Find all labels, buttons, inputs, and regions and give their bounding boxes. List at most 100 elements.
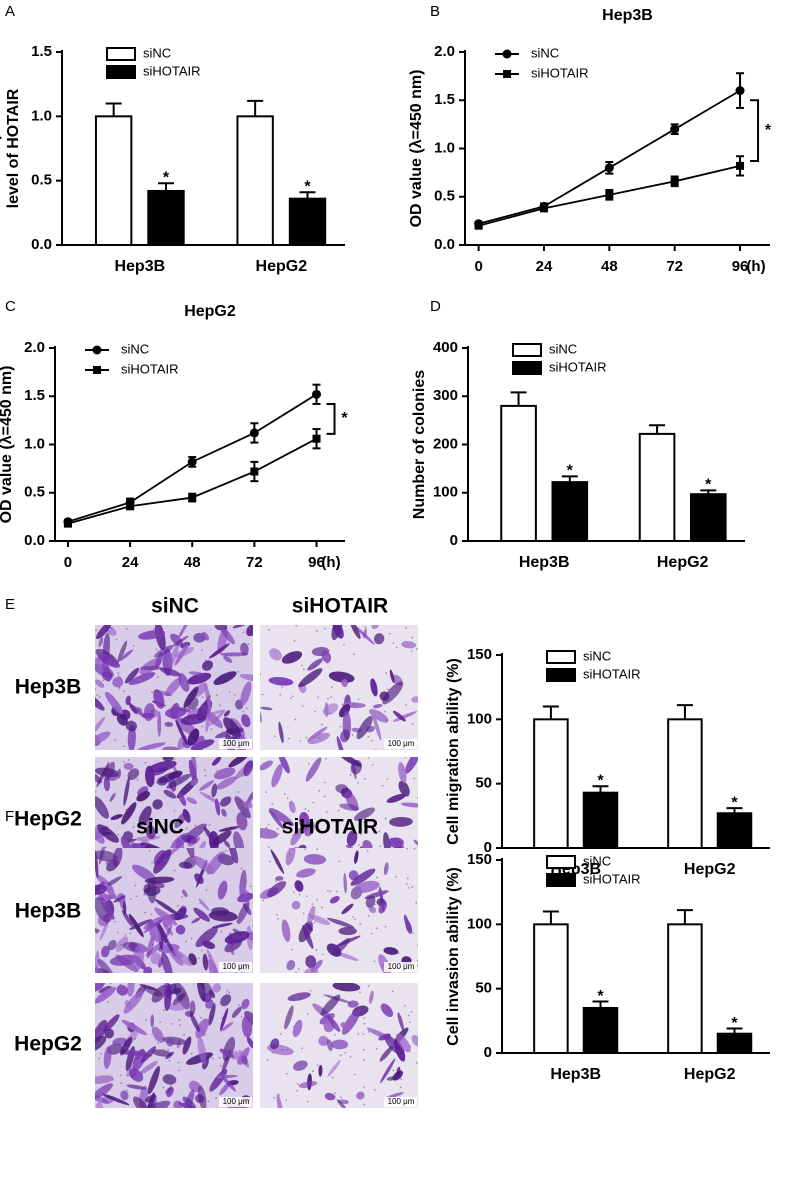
- cell: [332, 983, 361, 992]
- cell: [122, 901, 127, 915]
- pore: [240, 1015, 243, 1018]
- cell: [242, 800, 253, 809]
- legend-swatch: [512, 361, 542, 375]
- pore: [416, 796, 418, 799]
- significance-bracket: [750, 99, 760, 163]
- cell: [121, 1019, 147, 1036]
- pore: [416, 959, 418, 962]
- cell: [189, 1012, 200, 1032]
- pore: [304, 848, 307, 851]
- pore: [336, 890, 338, 893]
- pore: [276, 913, 278, 916]
- y-tick-label: 100: [467, 710, 492, 727]
- pore: [267, 629, 270, 631]
- cell: [145, 825, 156, 839]
- pore: [95, 629, 97, 632]
- pore: [203, 1096, 206, 1099]
- pore: [208, 795, 211, 798]
- bar: [94, 115, 133, 247]
- row-header: HepG2: [14, 1033, 82, 1056]
- pore: [275, 861, 278, 864]
- pore: [353, 703, 355, 706]
- pore: [150, 861, 153, 864]
- cell: [201, 992, 212, 1003]
- pore: [316, 1064, 319, 1067]
- pore: [290, 1007, 292, 1010]
- cell: [119, 649, 134, 662]
- cell: [101, 945, 110, 958]
- cell: [201, 660, 214, 671]
- pore: [150, 913, 153, 916]
- pore: [392, 642, 395, 644]
- marker: [604, 163, 614, 173]
- cell: [296, 868, 316, 878]
- pore: [399, 821, 402, 824]
- cell: [132, 1096, 151, 1108]
- pore: [208, 823, 211, 826]
- pore: [266, 1058, 269, 1061]
- pore: [220, 930, 223, 933]
- pore: [305, 736, 308, 739]
- pore: [137, 707, 140, 709]
- panel-label: E: [5, 596, 15, 613]
- pore: [365, 1006, 368, 1009]
- legend-label: siHOTAIR: [549, 359, 607, 374]
- cell: [97, 654, 121, 668]
- cell: [356, 1091, 365, 1100]
- pore: [373, 960, 376, 963]
- x-tick-label: 96: [732, 258, 749, 275]
- y-tick-label: 0.5: [24, 484, 45, 501]
- pore: [124, 933, 127, 936]
- pore: [167, 1048, 169, 1051]
- pore: [168, 1059, 171, 1062]
- pore: [301, 705, 304, 708]
- pore: [242, 710, 245, 713]
- cell: [353, 807, 375, 821]
- x-axis-label: (h): [321, 554, 340, 571]
- pore: [157, 1067, 160, 1069]
- pore: [295, 625, 298, 627]
- x-tick-label: HepG2: [684, 861, 736, 878]
- cell: [354, 850, 359, 864]
- cell: [161, 952, 173, 973]
- cell: [356, 715, 373, 740]
- cell: [405, 757, 418, 774]
- pore: [406, 877, 409, 880]
- marker: [736, 161, 745, 170]
- y-tick-label: 0.5: [31, 172, 52, 189]
- cell: [117, 768, 122, 779]
- cell: [97, 915, 109, 927]
- cell: [98, 985, 112, 993]
- marker: [63, 519, 72, 528]
- cell: [191, 855, 216, 874]
- cell: [284, 1005, 294, 1030]
- significance: *: [597, 988, 604, 1005]
- cell: [191, 917, 201, 924]
- pore: [178, 1069, 181, 1072]
- pore: [354, 936, 357, 939]
- pore: [329, 890, 332, 893]
- marker: [249, 428, 259, 438]
- cell: [328, 671, 355, 683]
- cell: [144, 876, 175, 884]
- pore: [364, 626, 367, 629]
- bar: [500, 404, 537, 542]
- cell: [162, 757, 174, 762]
- y-tick-label: 0.0: [31, 236, 52, 253]
- pore: [111, 768, 114, 770]
- bar: [667, 923, 703, 1054]
- pore: [299, 740, 302, 742]
- cell: [340, 1022, 350, 1029]
- pore: [289, 821, 292, 823]
- cell: [95, 825, 105, 844]
- pore: [226, 989, 229, 992]
- cell: [198, 1085, 207, 1108]
- pore: [109, 983, 112, 985]
- pore: [391, 990, 394, 993]
- cell: [343, 872, 347, 894]
- scale-box: [384, 739, 417, 749]
- pore: [288, 853, 291, 856]
- cell: [271, 763, 283, 788]
- pore: [384, 817, 387, 820]
- pore: [306, 1012, 309, 1015]
